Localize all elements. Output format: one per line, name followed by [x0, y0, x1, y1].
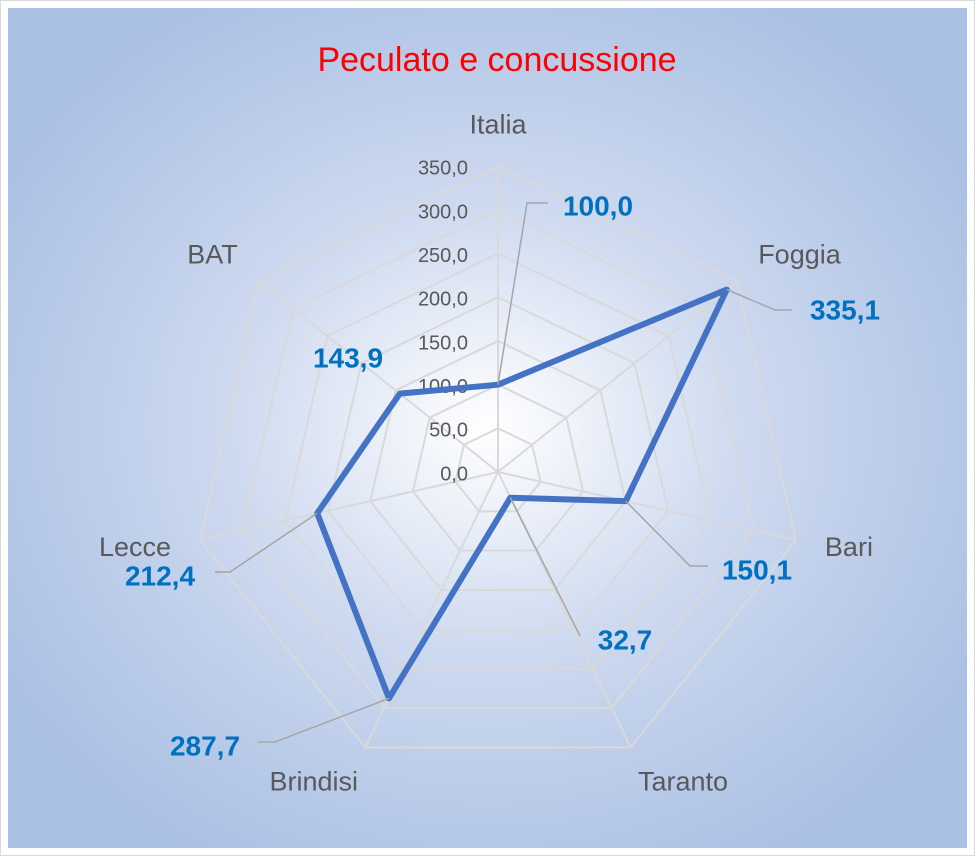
category-label: Taranto [638, 766, 728, 796]
y-tick-label: 300,0 [418, 201, 468, 223]
y-tick-label: 350,0 [418, 158, 468, 180]
series-line [314, 286, 730, 702]
category-label: Lecce [99, 532, 171, 562]
data-label: 212,4 [125, 560, 195, 591]
category-label: Italia [469, 110, 527, 140]
leader-line [497, 202, 548, 385]
grid-ring [284, 252, 712, 670]
data-label: 143,9 [313, 342, 383, 373]
y-tick-label: 150,0 [418, 332, 468, 354]
spoke [497, 280, 738, 473]
leader-line [215, 512, 318, 573]
data-label: 335,1 [810, 294, 880, 325]
spoke [199, 471, 499, 541]
category-label: Bari [825, 532, 873, 562]
grid-ring [411, 383, 585, 552]
leader-line [726, 288, 792, 311]
grid-ring [198, 165, 798, 749]
grid-ring [326, 296, 670, 631]
category-label: BAT [187, 240, 238, 270]
y-tick-label: 250,0 [418, 245, 468, 267]
leader-line [625, 500, 708, 567]
spoke [258, 280, 499, 473]
leader-line [509, 497, 581, 637]
y-tick-label: 0,0 [440, 463, 468, 485]
y-tick-label: 50,0 [429, 420, 468, 442]
data-label: 100,0 [563, 190, 633, 221]
chart-title: Peculato e concussione [317, 41, 676, 79]
data-label: 287,7 [170, 730, 240, 761]
category-label: Brindisi [270, 766, 359, 796]
spoke [364, 471, 499, 748]
y-tick-label: 200,0 [418, 289, 468, 311]
leader-line [258, 697, 390, 743]
spoke [497, 471, 797, 541]
data-label: 150,1 [722, 554, 792, 585]
grid-ring [241, 208, 755, 710]
category-label: Foggia [758, 240, 842, 270]
data-label: 32,7 [598, 624, 653, 655]
grid-ring [454, 427, 542, 513]
